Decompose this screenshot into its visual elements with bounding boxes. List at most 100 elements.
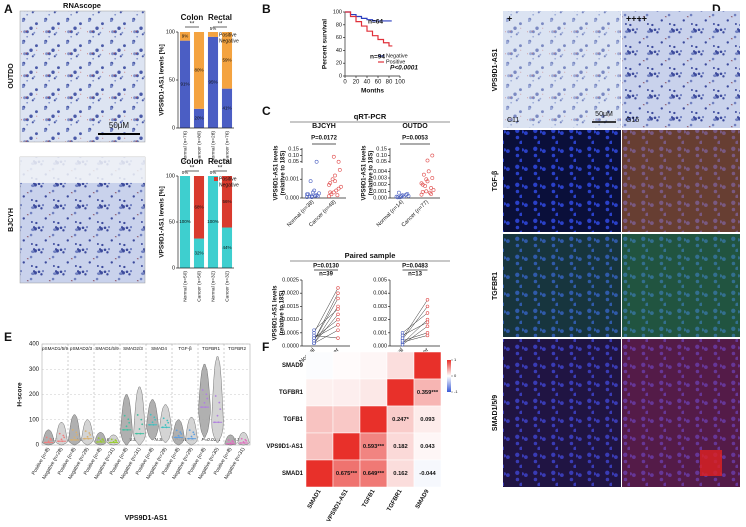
violin <box>94 432 107 446</box>
sample-label: G15 <box>626 117 639 124</box>
violin <box>80 419 95 446</box>
row-label: TGFBR1 <box>279 390 304 396</box>
jitter-dot <box>149 413 152 416</box>
data-point <box>327 182 331 187</box>
data-point <box>335 193 340 198</box>
bar-segment <box>221 227 233 268</box>
violin <box>146 399 159 441</box>
value-label: 0% <box>210 170 217 175</box>
annotation: n=64 <box>368 19 383 26</box>
violin <box>172 419 185 446</box>
legend-label: Negative <box>219 38 239 44</box>
jitter-dot <box>57 440 60 443</box>
data-point <box>327 194 331 199</box>
y-tick-label: 0.002 <box>373 317 387 323</box>
y-tick-label: 80 <box>336 22 342 28</box>
data-point <box>336 296 340 301</box>
value-label: 44% <box>222 245 231 250</box>
heatmap-cell <box>413 351 442 380</box>
x-tick-label: Cancer (n=77) <box>401 199 430 228</box>
survival-line <box>345 11 393 47</box>
jitter-dot <box>50 439 53 441</box>
jitter-dot <box>139 432 142 435</box>
data-point <box>314 159 319 164</box>
row-label: VPS9D1-AS1 <box>266 444 303 450</box>
x-tick-label: Cancer (n=80) <box>196 131 202 162</box>
heatmap-cell <box>332 459 361 488</box>
cell-label: -0.044 <box>419 471 436 477</box>
x-tick-label: Normal (n=28) <box>210 131 216 162</box>
data-point <box>431 188 436 192</box>
pair-line <box>313 293 339 341</box>
value-label: 56% <box>222 199 231 204</box>
micrograph <box>622 11 740 128</box>
y-tick-label: 50 <box>169 219 175 225</box>
row-label: SMAD1 <box>282 471 304 477</box>
jitter-dot <box>217 421 220 424</box>
data-point <box>400 333 405 338</box>
pair-line <box>402 325 428 345</box>
x-tick-label: Normal (n=76) <box>182 131 188 162</box>
jitter-dot <box>154 418 157 421</box>
pair-line <box>313 308 339 331</box>
chart-title: BJCYH <box>312 123 336 130</box>
sig-label: ** <box>190 22 195 28</box>
jitter-dot <box>48 441 51 444</box>
data-point <box>337 167 342 172</box>
heatmap-cell <box>359 405 388 434</box>
y-tick-label: 0.003 <box>373 175 387 181</box>
jitter-dot <box>175 429 178 432</box>
jitter-dot <box>206 397 209 400</box>
heatmap-cell <box>386 378 415 407</box>
panel-label: F <box>262 340 269 354</box>
data-point <box>336 186 341 191</box>
stain-overlay <box>622 130 740 232</box>
pair-line <box>313 287 339 333</box>
legend-label: Positive <box>386 59 405 65</box>
jitter-dot <box>88 432 91 434</box>
heatmap-cell <box>359 459 388 488</box>
pair-line <box>313 319 339 339</box>
legend-swatch <box>214 177 218 181</box>
cell-label: 0.043 <box>420 444 435 450</box>
jitter-dot <box>76 434 79 436</box>
y-axis-label: (relative to 18S) <box>280 291 286 336</box>
heatmap-cell <box>305 405 334 434</box>
y-tick-label: 0.000 <box>285 195 299 201</box>
jitter-dot <box>200 406 203 409</box>
jitter-dot <box>205 393 208 396</box>
data-point <box>336 307 340 311</box>
data-point <box>312 188 317 193</box>
heatmap-cell <box>332 351 361 380</box>
p-label: N.S. <box>155 437 164 442</box>
micrograph <box>503 339 621 487</box>
jitter-dot <box>162 417 165 420</box>
y-tick-label: 0.05 <box>376 159 387 165</box>
data-point <box>398 195 403 200</box>
data-point <box>308 179 313 184</box>
y-tick-label: 20 <box>336 61 342 67</box>
micrograph <box>503 130 621 232</box>
annotation: n=39 <box>319 272 334 278</box>
jitter-dot <box>148 423 151 426</box>
jitter-dot <box>201 389 204 391</box>
y-tick-label: 0.0025 <box>282 277 299 283</box>
data-point <box>336 336 340 340</box>
jitter-dot <box>44 441 47 444</box>
legend-label: Negative <box>219 182 239 188</box>
jitter-dot <box>115 440 118 442</box>
y-axis-label: VPS9D1-AS1 levels <box>273 285 279 341</box>
heatmap-cell <box>305 378 334 407</box>
bar-segment <box>207 176 219 268</box>
stain-overlay <box>503 234 621 337</box>
cell-label: 0.593*** <box>363 444 385 450</box>
jitter-dot <box>232 441 235 443</box>
jitter-dot <box>192 431 195 434</box>
data-point <box>331 154 336 159</box>
x-tick-label: 80 <box>386 80 393 86</box>
value-label: 100% <box>179 219 191 224</box>
jitter-dot <box>190 435 193 438</box>
y-tick-label: 60 <box>336 35 342 41</box>
y-tick-label: 0.0000 <box>282 343 299 349</box>
y-tick-label: 0.10 <box>288 153 299 159</box>
